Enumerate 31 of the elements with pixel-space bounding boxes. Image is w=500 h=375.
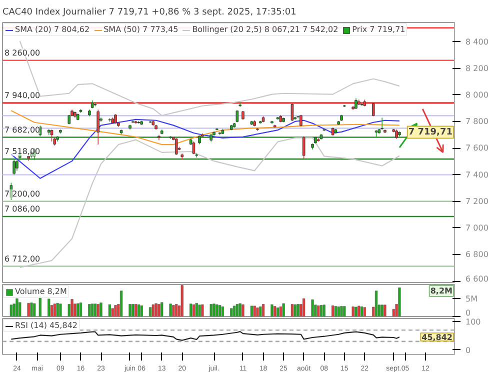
y-tick-label: 8 000: [466, 90, 488, 100]
ref-line-label: 8 260,00: [4, 48, 40, 58]
y-tick-label: 8 400: [466, 37, 488, 46]
y-tick-label: 7 200: [466, 196, 488, 206]
ref-line-label: 6 712,00: [4, 254, 40, 264]
ref-line-label: 7 200,00: [4, 189, 40, 198]
legend-label: Prix 7 719,71: [352, 25, 406, 34]
y-tick-label: 6 800: [466, 250, 488, 260]
legend-label: SMA (20) 7 804,62: [15, 25, 90, 34]
legend-label: Volume 8,2M: [15, 287, 67, 296]
ref-line-label: 7 518,00: [4, 147, 40, 156]
y-tick-label: 5M: [466, 294, 478, 304]
ref-line-label: 7 940,00: [4, 90, 40, 100]
ref-line-label: 7 682,00: [4, 125, 40, 134]
y-tick-label: 7 400: [466, 170, 488, 180]
chart-title: CAC40 Index Journalier 7 719,71 +0,86 % 3 sept. 2025, 17:35:01: [2, 8, 296, 18]
y-tick-label: 8 200: [466, 64, 488, 73]
legend-label: SMA (50) 7 773,45: [104, 25, 178, 34]
y-tick-label: 0: [466, 308, 471, 318]
y-tick-label: 7 600: [466, 144, 488, 153]
legend-label: Bollinger (20 2,5) 8 067,21 7 542,02: [192, 25, 338, 34]
y-tick-label: 7 000: [466, 223, 488, 232]
legend-label: RSI (14) 45,842: [15, 321, 78, 330]
annotation: 45,842: [422, 332, 453, 342]
y-tick-label: 100: [466, 318, 481, 327]
y-tick-label: 7 800: [466, 117, 488, 126]
y-tick-label: 6 600: [466, 274, 488, 284]
annotation: 7 719,71: [408, 127, 453, 138]
ref-line-label: 7 086,00: [4, 204, 40, 214]
annotation: 8,2M: [430, 286, 453, 296]
y-tick-label: 0: [466, 346, 471, 355]
